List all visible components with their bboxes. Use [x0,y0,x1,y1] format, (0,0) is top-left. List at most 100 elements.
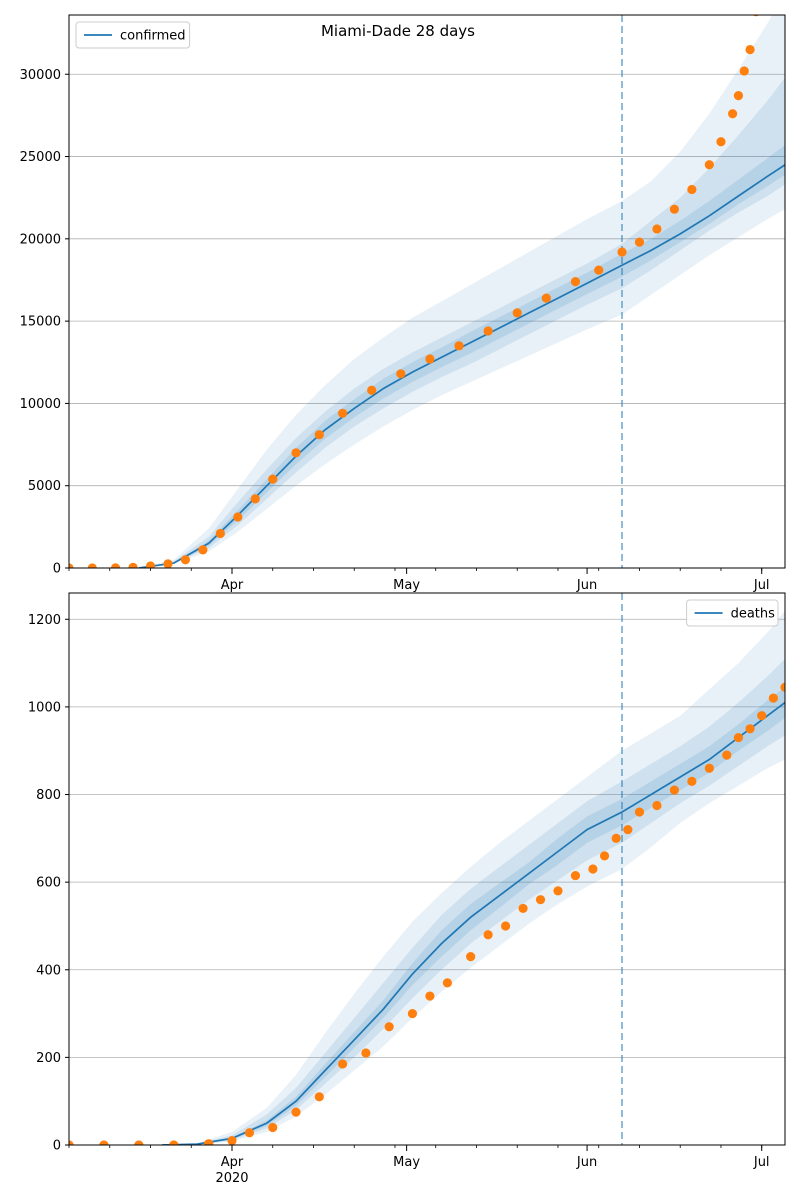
observed-point [652,224,662,234]
x-tick-label: Jun [576,1155,597,1170]
y-tick-label: 5000 [28,479,61,494]
plot-area [69,593,785,1145]
observed-point [198,545,208,555]
observed-point [570,870,581,881]
observed-point [314,1092,324,1102]
y-tick-label: 400 [36,963,61,978]
observed-point [145,561,156,568]
observed-point [623,824,633,835]
observed-point [337,408,348,418]
observed-point [634,237,645,247]
observed-point [215,528,225,539]
uncertainty-band-middle [138,77,785,568]
figure-title: Miami-Dade 28 days [321,22,475,40]
observed-point [716,137,726,147]
observed-point [233,512,243,522]
observed-point [669,785,679,795]
observed-point [169,1140,179,1145]
observed-point [512,308,522,318]
x-tick-label: May [393,578,420,593]
legend-label: deaths [731,607,776,622]
observed-point [541,293,551,303]
observed-point [128,562,138,568]
observed-point [425,991,435,1001]
observed-point [268,1122,278,1133]
observed-point [687,184,697,195]
observed-point [687,776,697,786]
observed-point [337,1059,348,1069]
legend: confirmed [75,21,191,49]
observed-point [361,1048,371,1058]
legend-box [75,21,191,49]
observed-point [268,474,278,484]
y-tick-label: 1200 [28,613,61,628]
x-tick-label: Jul [753,578,770,593]
observed-point [291,1107,301,1117]
observed-point [757,711,767,721]
uncertainty-band-inner [138,145,785,568]
observed-point [69,563,74,568]
observed-point [180,555,191,565]
observed-point [87,563,97,568]
observed-point [652,800,662,811]
legend: deaths [686,599,779,627]
observed-point [745,724,755,734]
observed-point [553,886,563,896]
observed-point [669,204,679,214]
observed-point [69,1140,74,1145]
x-tick-label: May [393,1155,420,1170]
observed-point [314,430,324,440]
observed-point [442,978,452,988]
observed-point [704,763,714,773]
uncertainty-band-middle [162,658,785,1145]
observed-point [244,1128,255,1138]
observed-point [733,732,744,743]
observed-point [250,494,260,504]
y-tick-label: 15000 [20,315,61,330]
y-tick-label: 0 [53,1139,61,1154]
observed-point [500,921,511,931]
uncertainty-band-outer [162,610,785,1145]
axes-frame [68,592,786,1146]
y-tick-label: 30000 [20,68,61,83]
x-tick-year-label: 2020 [215,1171,248,1186]
legend-label: confirmed [120,29,186,44]
y-tick-label: 10000 [20,397,61,412]
observed-point [745,44,755,55]
observed-point [291,448,301,458]
y-tick-label: 20000 [20,232,61,247]
observed-point [780,682,785,692]
observed-point [407,1008,418,1019]
x-tick-label: Jun [576,578,597,593]
observed-point [396,369,406,379]
observed-point [99,1140,109,1145]
confirmed-panel: 0 5000 10000 15000 20000 25000 30000 Apr May Jun J… [20,14,786,593]
model-line [162,701,785,1145]
observed-point [227,1136,237,1145]
observed-point [367,385,377,395]
y-tick-label: 1000 [28,700,61,715]
observed-point [634,807,645,817]
observed-point [704,160,714,170]
x-tick-label: Apr [221,1155,244,1170]
y-tick-label: 200 [36,1051,61,1066]
observed-point [535,895,546,905]
observed-point [163,559,173,568]
legend-box [686,599,779,627]
plot-area [69,15,785,568]
observed-point [518,903,528,914]
y-tick-label: 800 [36,788,61,803]
axes-frame [68,14,786,569]
observed-point [594,265,604,275]
observed-point [204,1139,214,1145]
observed-point [599,851,610,861]
observed-point [466,952,476,962]
observed-point [110,563,121,568]
observed-point [425,354,435,364]
observed-point [728,109,738,119]
y-tick-label: 600 [36,876,61,891]
y-tick-label: 0 [53,562,61,577]
observed-point [722,750,732,760]
